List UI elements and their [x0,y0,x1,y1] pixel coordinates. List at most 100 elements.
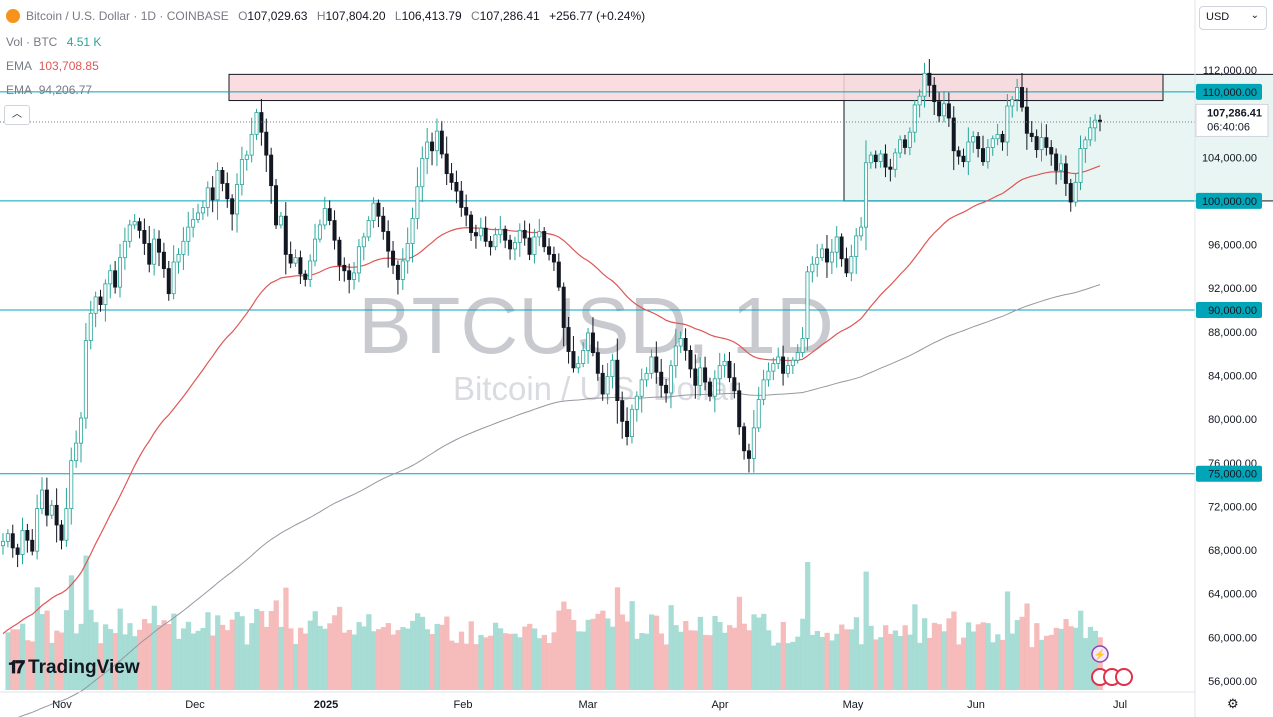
volume-bar [234,611,240,690]
candle-body [893,152,898,170]
price-axis[interactable]: 112,000.00108,000.00104,000.00100,000.00… [1194,0,1269,717]
price-tick-label: 104,000.00 [1202,152,1257,164]
collapse-legend-button[interactable]: ︿ [4,105,30,125]
volume-bar [176,638,182,690]
candle-body [157,238,162,253]
volume-bar [1039,639,1045,690]
volume-bar [600,610,606,690]
candle-body [1058,163,1063,171]
time-tick-label: Apr [711,699,728,711]
volume-bar [449,640,455,690]
volume-bar [88,609,94,690]
candle-body [410,217,415,244]
volume-bar [712,615,718,690]
candle-body [288,253,293,264]
volume-bar [917,642,923,690]
symbol-title[interactable]: Bitcoin / U.S. Dollar · 1D · COINBASE [26,9,229,23]
candle-body [152,238,157,265]
candle-body [342,264,347,272]
volume-bar [380,627,387,690]
volume-bar [688,630,694,690]
candle-body [571,351,576,369]
volume-bar [361,626,367,690]
candle-body [191,219,196,228]
candle-body [512,241,517,250]
volume-bar [492,622,499,690]
candle-body [863,162,868,228]
volume-bar [1034,623,1040,690]
volume-bar [980,622,986,690]
volume-bar [371,631,377,690]
volume-bar [819,636,825,690]
price-tick-label: 96,000.00 [1208,240,1257,252]
candle-body [449,173,454,183]
volume-bar [434,623,440,690]
candle-body [1005,105,1010,143]
candle-body [147,243,152,265]
candle-body [883,153,888,168]
volume-bar [185,621,192,690]
volume-bar [619,614,626,690]
candle-body [985,147,990,163]
brand-name: TradingView [28,657,140,678]
candle-body [542,231,547,248]
currency-select[interactable]: USD ⌄ [1199,6,1267,30]
candle-body [615,359,620,401]
volume-bar [834,633,840,690]
candle-body [381,215,386,232]
time-axis[interactable]: Nov Dec 2025 Feb Mar Apr May Jun Jul [0,691,1195,711]
candle-body [303,273,308,280]
horizontal-levels[interactable] [0,91,1195,475]
volume-bar [5,632,11,690]
volume-bar [1073,627,1079,690]
candle-body [1078,148,1083,183]
volume-bar [722,632,728,690]
candle-body [878,153,883,163]
volume-bar [1004,591,1011,690]
volume-bar [814,630,821,690]
candle-body [74,442,79,462]
price-tick-label: 60,000.00 [1208,632,1257,644]
volume-bar [629,601,635,690]
countdown-label: 06:40:06 [1207,121,1250,133]
tradingview-logo[interactable]: 𝟏𝟕 TradingView [8,657,140,679]
candle-body [844,258,849,274]
volume-bar [419,616,426,690]
volume-bar [1068,626,1074,690]
candle-body [693,368,698,386]
candle-body [69,460,74,510]
candle-body [488,240,493,248]
candle-body [483,227,488,242]
candle-body [756,399,761,429]
candle-body [868,154,873,164]
candle-body [322,208,327,226]
candle-body [664,384,669,394]
candle-body [659,371,664,386]
candle-body [235,184,240,215]
volume-bar [649,614,655,690]
settings-icon[interactable]: ⚙ [1227,696,1239,711]
volume-bar [205,612,211,690]
volume-bar [390,634,396,690]
volume-bar [258,611,265,690]
candle-body [186,226,191,242]
candle-body [459,190,464,208]
volume-bar [507,633,513,690]
volume-bar [249,623,255,690]
candle-body [1068,183,1073,203]
symbol-header[interactable]: Bitcoin / U.S. Dollar · 1D · COINBASE O1… [26,9,645,23]
volume-bar [351,634,357,690]
ema-slow-legend[interactable]: EMA 94,206.77 [6,83,92,97]
low-value: 106,413.79 [401,9,462,23]
candle-body [391,250,396,266]
candle-body [590,332,595,353]
volume-bar [166,624,172,690]
ema-fast-legend[interactable]: EMA 103,708.85 [6,59,99,73]
volume-bar [473,644,479,690]
volume-bar [678,631,684,690]
candle-body [980,148,985,163]
volume-legend[interactable]: Vol · BTC 4.51 K [6,35,101,49]
candle-body [337,239,342,266]
volume-bar [210,635,216,690]
